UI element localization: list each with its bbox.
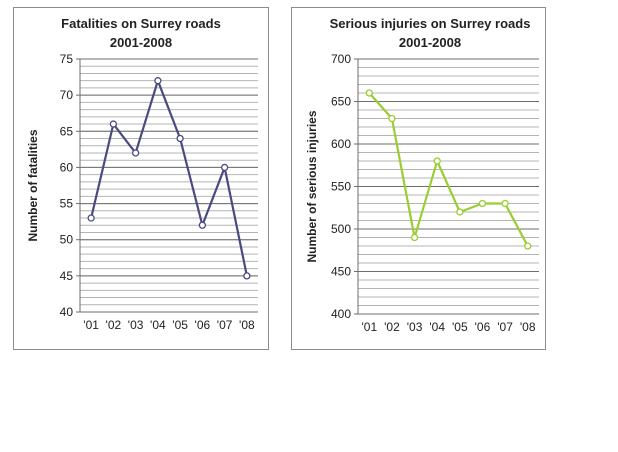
data-point bbox=[388, 114, 396, 123]
injuries-chart: Serious injuries on Surrey roads 2001-20… bbox=[305, 16, 539, 334]
data-point bbox=[365, 89, 373, 97]
data-point bbox=[176, 134, 184, 143]
data-point bbox=[433, 157, 441, 165]
y-tick-label: 650 bbox=[331, 95, 351, 109]
x-tick-label: '02 bbox=[384, 320, 400, 334]
data-point bbox=[456, 208, 464, 216]
y-tick-label: 450 bbox=[331, 265, 351, 279]
y-tick-label: 55 bbox=[60, 197, 74, 211]
data-point bbox=[524, 242, 532, 250]
data-point bbox=[243, 272, 251, 280]
x-tick-label: '04 bbox=[150, 318, 166, 332]
plot-area bbox=[80, 59, 258, 312]
chart-subtitle: 2001-2008 bbox=[399, 35, 461, 50]
chart-subtitle: 2001-2008 bbox=[110, 35, 172, 50]
y-tick-label: 65 bbox=[60, 124, 74, 138]
series-line bbox=[90, 79, 248, 277]
y-tick-label: 40 bbox=[60, 305, 74, 319]
chart-title: Fatalities on Surrey roads bbox=[61, 16, 221, 31]
series-line bbox=[368, 92, 529, 247]
y-tick-label: 600 bbox=[331, 137, 351, 151]
y-tick-label: 70 bbox=[60, 88, 74, 102]
y-tick-label: 700 bbox=[331, 52, 351, 66]
data-point bbox=[410, 233, 419, 242]
data-point bbox=[131, 149, 140, 157]
data-point bbox=[87, 214, 95, 222]
y-tick-label: 50 bbox=[60, 233, 74, 247]
x-tick-label: '05 bbox=[452, 320, 468, 334]
data-point bbox=[198, 221, 207, 229]
x-tick-label: '06 bbox=[475, 320, 491, 334]
x-tick-label: '05 bbox=[172, 318, 188, 332]
x-tick-label: '03 bbox=[407, 320, 423, 334]
x-tick-label: '06 bbox=[195, 318, 211, 332]
x-tick-label: '04 bbox=[429, 320, 445, 334]
chart-title: Serious injuries on Surrey roads bbox=[330, 16, 531, 31]
injuries-chart-panel: Serious injuries on Surrey roads 2001-20… bbox=[291, 7, 546, 350]
y-tick-label: 60 bbox=[60, 160, 74, 174]
y-tick-label: 45 bbox=[60, 269, 74, 283]
data-point bbox=[154, 77, 162, 85]
x-tick-label: '01 bbox=[83, 318, 99, 332]
data-point bbox=[220, 163, 229, 172]
fatalities-chart: Fatalities on Surrey roads 2001-2008 Num… bbox=[26, 16, 258, 332]
y-axis-label: Number of serious injuries bbox=[305, 110, 319, 262]
x-tick-label: '07 bbox=[217, 318, 233, 332]
x-tick-label: '08 bbox=[239, 318, 255, 332]
y-tick-label: 550 bbox=[331, 180, 351, 194]
data-point bbox=[501, 199, 509, 208]
x-tick-label: '08 bbox=[520, 320, 536, 334]
x-tick-label: '01 bbox=[361, 320, 377, 334]
x-tick-label: '02 bbox=[106, 318, 122, 332]
data-point bbox=[478, 199, 487, 208]
data-point bbox=[109, 120, 118, 128]
x-tick-label: '07 bbox=[497, 320, 513, 334]
y-axis-label: Number of fatalities bbox=[26, 129, 40, 241]
y-tick-label: 75 bbox=[60, 52, 74, 66]
fatalities-chart-panel: Fatalities on Surrey roads 2001-2008 Num… bbox=[13, 7, 269, 350]
x-tick-label: '03 bbox=[128, 318, 144, 332]
y-tick-label: 500 bbox=[331, 222, 351, 236]
y-tick-label: 400 bbox=[331, 307, 351, 321]
